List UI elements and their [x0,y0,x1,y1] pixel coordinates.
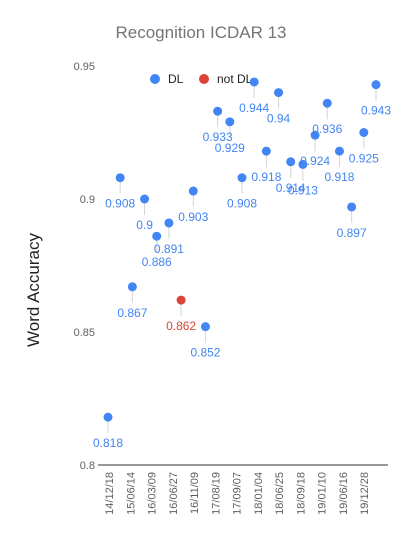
x-tick-label: 18/06/25 [274,472,286,515]
data-label: 0.924 [300,154,330,168]
x-tick-label: 15/06/14 [125,472,137,515]
data-label: 0.818 [93,436,123,450]
data-label: 0.918 [251,170,281,184]
data-point [347,202,357,212]
data-point [152,231,162,241]
legend: DL not DL [150,72,253,86]
x-tick-label: 19/12/28 [359,472,371,515]
x-tick-label: 19/06/16 [338,472,350,515]
legend-label-not-dl: not DL [217,72,253,86]
data-label: 0.897 [337,226,367,240]
y-tick-label: 0.95 [74,61,95,73]
x-tick-label: 14/12/18 [104,472,116,515]
data-label: 0.908 [227,197,257,211]
data-point [334,146,344,156]
x-tick-label: 16/06/27 [168,472,180,515]
data-point [286,157,296,167]
x-tick-label: 16/03/09 [147,472,159,515]
legend-label-dl: DL [168,72,184,86]
data-label: 0.886 [142,255,172,269]
y-axis: 0.95 0.9 0.85 0.8 [74,61,95,472]
data-point [225,117,235,127]
data-label: 0.94 [267,112,291,126]
data-label: 0.918 [324,170,354,184]
data-label: 0.9 [136,218,153,232]
data-label: 0.862 [166,319,196,333]
data-label: 0.867 [117,306,147,320]
data-label: 0.913 [288,183,318,197]
data-point [164,218,174,228]
data-point [200,322,210,332]
x-tick-label: 16/11/09 [189,472,201,514]
data-point [298,159,308,169]
data-label: 0.914 [276,181,306,195]
data-point [371,80,381,90]
data-point [310,130,320,140]
data-point [176,295,186,305]
data-point [127,282,137,292]
data-label: 0.929 [215,141,245,155]
data-label: 0.943 [361,104,391,118]
legend-marker-not-dl [199,74,209,84]
data-label: 0.908 [105,197,135,211]
data-point [249,77,259,87]
x-tick-label: 18/09/18 [295,472,307,515]
data-label: 0.903 [178,210,208,224]
data-point [115,173,125,183]
x-axis: 14/12/18 15/06/14 16/03/09 16/06/27 16/11/09… [104,472,371,515]
data-point [213,106,223,116]
x-tick-label: 19/01/10 [317,472,329,515]
data-label: 0.891 [154,242,184,256]
data-point [359,128,369,137]
data-point [237,173,247,183]
data-label: 0.936 [312,122,342,136]
legend-marker-dl [150,74,160,84]
data-point [188,186,198,196]
y-tick-label: 0.9 [80,194,95,206]
x-tick-label: 17/09/07 [232,472,244,515]
data-label: 0.852 [190,346,220,360]
x-tick-label: 18/01/04 [253,472,265,515]
y-tick-label: 0.85 [74,327,95,339]
y-axis-label: Word Accuracy [24,233,43,348]
y-tick-label: 0.8 [80,460,95,472]
data-label: 0.925 [349,152,379,166]
data-points [103,77,381,422]
data-point [274,88,284,98]
chart-title: Recognition ICDAR 13 [115,23,286,42]
data-point [140,194,150,204]
x-tick-label: 17/08/19 [210,472,222,515]
data-point [261,146,271,156]
data-label: 0.933 [203,130,233,144]
data-label: 0.944 [239,101,269,115]
data-point [103,412,113,422]
data-point [322,98,332,108]
